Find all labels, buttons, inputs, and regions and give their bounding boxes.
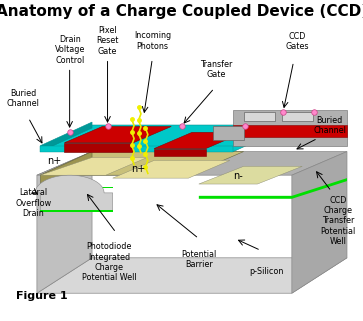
Text: Buried
Channel: Buried Channel xyxy=(313,116,346,135)
Text: Figure 1: Figure 1 xyxy=(16,291,68,300)
Polygon shape xyxy=(35,175,113,211)
Text: n+: n+ xyxy=(47,156,61,166)
Polygon shape xyxy=(40,187,113,188)
Polygon shape xyxy=(154,149,206,156)
Polygon shape xyxy=(40,122,92,152)
Polygon shape xyxy=(244,112,275,121)
Text: Photodiode
Integrated
Charge
Potential Well: Photodiode Integrated Charge Potential W… xyxy=(82,242,136,282)
Text: p-Silicon: p-Silicon xyxy=(249,267,283,276)
Polygon shape xyxy=(113,160,230,178)
Text: Drain
Voltage
Control: Drain Voltage Control xyxy=(54,35,85,65)
Text: Lateral
Overflow
Drain: Lateral Overflow Drain xyxy=(15,188,52,218)
Text: Potential
Barrier: Potential Barrier xyxy=(181,250,216,269)
Polygon shape xyxy=(40,152,92,187)
Polygon shape xyxy=(282,112,313,121)
Polygon shape xyxy=(37,152,347,175)
Polygon shape xyxy=(199,166,302,184)
Text: CCD
Gates: CCD Gates xyxy=(285,32,309,51)
Polygon shape xyxy=(292,152,347,293)
Polygon shape xyxy=(40,146,233,152)
Polygon shape xyxy=(233,125,347,137)
Title: Anatomy of a Charge Coupled Device (CCD): Anatomy of a Charge Coupled Device (CCD) xyxy=(0,4,363,19)
Polygon shape xyxy=(40,158,147,175)
Polygon shape xyxy=(37,258,347,293)
Text: Buried
Channel: Buried Channel xyxy=(7,89,40,108)
Text: CCD
Charge
Transfer
Potential
Well: CCD Charge Transfer Potential Well xyxy=(321,195,356,246)
Polygon shape xyxy=(65,126,171,143)
Polygon shape xyxy=(65,143,133,152)
Text: Pixel
Reset
Gate: Pixel Reset Gate xyxy=(96,26,119,56)
Text: Incoming
Photons: Incoming Photons xyxy=(134,31,171,51)
Polygon shape xyxy=(40,125,292,152)
Polygon shape xyxy=(233,110,347,146)
Text: n-: n- xyxy=(233,171,243,181)
Polygon shape xyxy=(199,178,347,199)
Text: n+: n+ xyxy=(131,164,146,174)
Polygon shape xyxy=(40,152,244,175)
Polygon shape xyxy=(213,126,244,140)
Bar xyxy=(40,210,113,212)
Polygon shape xyxy=(154,132,244,149)
Polygon shape xyxy=(37,152,92,293)
Text: Transfer
Gate: Transfer Gate xyxy=(200,60,232,79)
